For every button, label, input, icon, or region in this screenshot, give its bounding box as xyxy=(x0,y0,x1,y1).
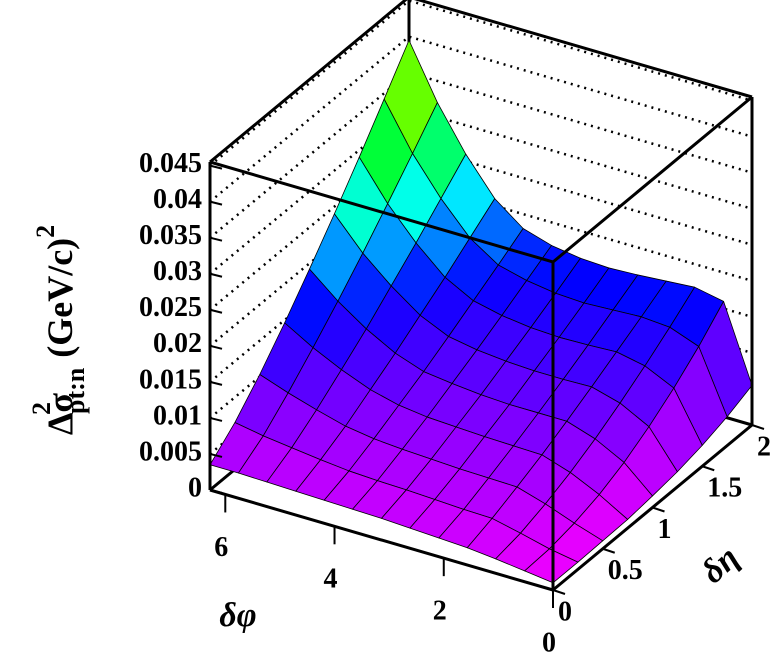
y-tick xyxy=(652,506,665,513)
x-axis xyxy=(209,488,554,592)
box-edge xyxy=(209,0,753,164)
y-tick xyxy=(701,465,715,472)
z-tick xyxy=(209,452,223,458)
surface-cell xyxy=(524,548,579,584)
x-tick-label: 4 xyxy=(324,564,338,595)
y-tick xyxy=(602,547,616,554)
z-title-unit-sup: 2 xyxy=(31,225,60,238)
y-tick-label: 1 xyxy=(658,514,672,545)
z-tick xyxy=(209,416,223,422)
z-tick xyxy=(209,489,223,494)
x-tick-label: 6 xyxy=(214,532,228,563)
z-tick xyxy=(209,200,223,206)
y-axis-title: δη xyxy=(694,539,746,591)
y-tick-label: 1.5 xyxy=(707,473,742,504)
z-title-sub: pt:n xyxy=(61,367,90,414)
z-tick-label: 0.03 xyxy=(153,256,202,287)
z-tick xyxy=(209,164,223,170)
x-tick-label: 2 xyxy=(433,596,447,627)
z-tick-label: 0.04 xyxy=(153,184,202,215)
z-tick xyxy=(209,236,223,242)
y-tick-label: 0 xyxy=(558,596,572,627)
z-tick xyxy=(209,272,223,278)
z-title-symbol: Δσ xyxy=(40,393,80,436)
z-tick-label: 0.025 xyxy=(139,292,202,323)
grid-line xyxy=(209,0,753,167)
x-axis-title: δφ xyxy=(219,597,256,634)
surface xyxy=(209,39,753,584)
box-edge xyxy=(209,95,753,264)
z-tick-label: 0.005 xyxy=(139,436,202,467)
z-tick-label: 0.015 xyxy=(139,364,202,395)
z-tick-label: 0.035 xyxy=(139,220,202,251)
z-title-unit: (GeV/c) xyxy=(40,238,80,358)
y-tick-label: 0.5 xyxy=(608,555,643,586)
y-tick-label: 2 xyxy=(757,431,771,462)
z-tick xyxy=(209,380,223,386)
front-frame: 0 0.005 0.01 0.015 0.02 0.025 0.03 0.035 0.04 0.0… xyxy=(139,95,771,658)
z-tick-label: 0.045 xyxy=(139,148,202,179)
z-tick-label: 0 xyxy=(188,472,202,503)
z-tick-label: 0.02 xyxy=(153,328,202,359)
z-title-sup: 2 xyxy=(27,402,56,415)
z-axis-title: Δσ2 pt:n(GeV/c)2 xyxy=(27,225,90,435)
y-tick xyxy=(751,424,765,430)
x-tick-label: 0 xyxy=(542,627,556,658)
z-tick xyxy=(209,308,223,314)
z-tick-label: 0.01 xyxy=(153,400,202,431)
y-tick xyxy=(552,589,566,595)
z-tick xyxy=(209,344,223,350)
